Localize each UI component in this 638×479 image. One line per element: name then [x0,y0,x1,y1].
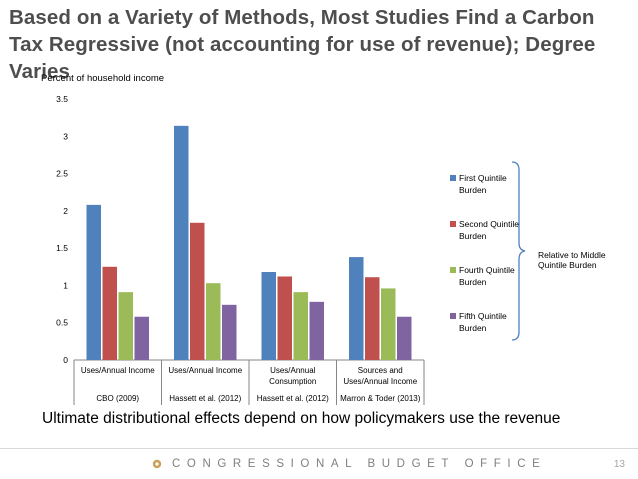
y-tick-label: 3 [63,131,68,141]
bar-fifth-quintile [309,301,324,360]
legend-swatch-second [450,221,456,227]
y-tick-label: 3.5 [56,94,68,104]
x-category-study-label: Hassett et al. (2012) [257,394,329,403]
y-tick-label: 2 [63,206,68,216]
x-category-measure-label: Uses/Annual [270,366,316,375]
y-tick-label: 2.5 [56,169,68,179]
bar-second-quintile [277,276,292,360]
legend-label-first-line1: First Quintile [459,173,507,183]
bar-fifth-quintile [222,304,237,360]
legend-item-fifth: Fifth Quintile Burden [450,310,507,334]
legend-label-first-line2: Burden [459,185,487,195]
legend-label-fifth-line2: Burden [459,323,487,333]
y-tick-label: 0.5 [56,318,68,328]
x-category-study-label: Hassett et al. (2012) [169,394,241,403]
footer-organization: CONGRESSIONAL BUDGET OFFICE [172,458,547,470]
x-category-measure-label: Consumption [269,377,316,386]
legend-swatch-fifth [450,313,456,319]
y-tick-label: 0 [63,355,68,365]
x-category-measure-label: Sources and [358,366,403,375]
legend-label-fourth-line1: Fourth Quintile [459,265,515,275]
bar-first-quintile [86,204,101,360]
bar-fourth-quintile [293,292,308,360]
bar-fifth-quintile [134,316,149,360]
bar-first-quintile [349,257,364,360]
x-category-study-label: CBO (2009) [96,394,139,403]
legend-label-fifth-line1: Fifth Quintile [459,311,507,321]
legend-swatch-fourth [450,267,456,273]
bar-fourth-quintile [206,283,221,360]
legend-label-fourth-line2: Burden [459,277,487,287]
bar-fourth-quintile [381,288,396,360]
page-number: 13 [613,459,625,470]
relative-to-middle-label: Relative to Middle Quintile Burden [538,250,606,270]
bar-first-quintile [174,125,189,361]
legend-label-second-line1: Second Quintile [459,219,520,229]
bar-second-quintile [102,266,117,360]
x-category-study-label: Marron & Toder (2013) [340,394,421,403]
legend-bracket [511,161,526,341]
bar-fourth-quintile [118,292,133,360]
y-tick-label: 1 [63,280,68,290]
footer-divider [0,448,638,449]
y-tick-label: 1.5 [56,243,68,253]
slide-title: Based on a Variety of Methods, Most Stud… [9,6,596,83]
legend-swatch-first [450,175,456,181]
legend-item-fourth: Fourth Quintile Burden [450,264,515,288]
bar-first-quintile [261,272,276,360]
x-category-measure-label: Uses/Annual Income [81,366,155,375]
bar-second-quintile [190,222,205,360]
x-category-measure-label: Uses/Annual Income [168,366,242,375]
bar-second-quintile [365,277,380,360]
legend-item-first: First Quintile Burden [450,172,507,196]
legend-item-second: Second Quintile Burden [450,218,520,242]
bar-fifth-quintile [397,316,412,360]
legend-label-second-line2: Burden [459,231,487,241]
y-axis-label: Percent of household income [41,73,165,84]
cbo-logo-icon [152,459,162,469]
x-category-measure-label: Uses/Annual Income [343,377,417,386]
slide-caption: Ultimate distributional effects depend o… [42,410,561,427]
